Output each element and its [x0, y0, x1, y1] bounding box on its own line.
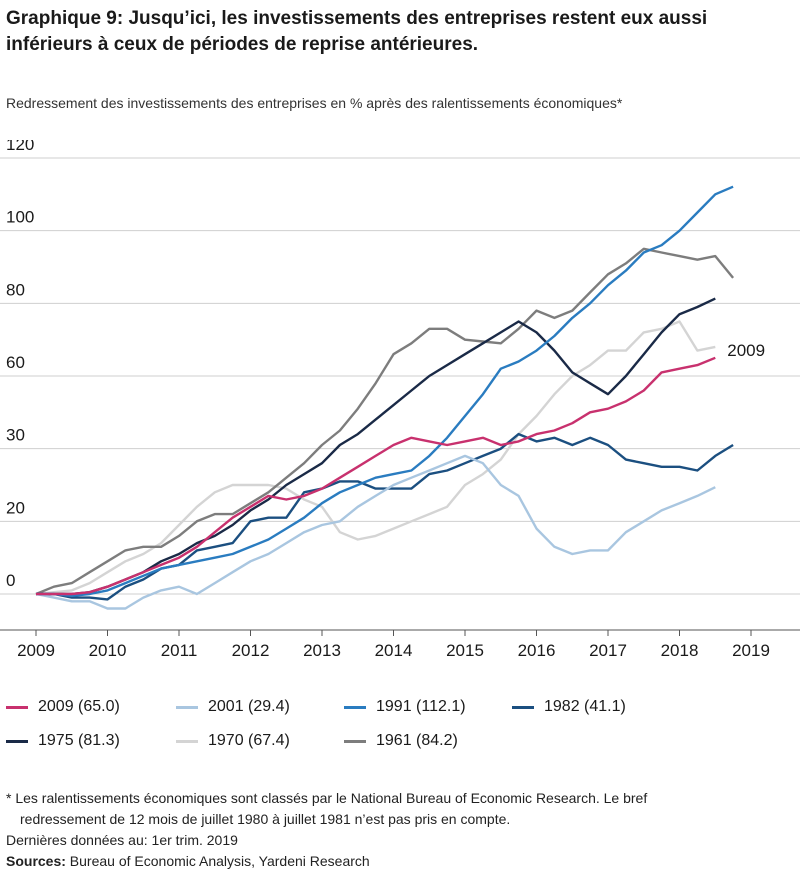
y-tick-label: 20 [6, 498, 25, 517]
legend-label: 2001 (29.4) [208, 698, 290, 715]
x-tick-label: 2017 [589, 641, 627, 660]
x-axis-ticks: 2009 2010 2011 2012 2013 2014 2015 2016 2017 2018… [0, 629, 800, 660]
series-lines [35, 185, 735, 610]
legend-item-1975: 1975 (81.3) [6, 732, 176, 750]
y-axis-ticks: 0 20 30 60 80 100 120 [6, 140, 34, 590]
x-tick-label: 2013 [303, 641, 341, 660]
legend-swatch [6, 705, 28, 709]
footnote-line-2: redressement de 12 mois de juillet 1980 … [20, 811, 511, 827]
y-tick-label: 30 [6, 426, 25, 445]
series-line-1970 [35, 320, 716, 596]
legend-item-1991: 1991 (112.1) [344, 698, 512, 716]
legend-item-1961: 1961 (84.2) [344, 732, 512, 750]
legend-label: 1961 (84.2) [376, 732, 458, 749]
legend-row: 2009 (65.0) 2001 (29.4) 1991 (112.1) 198… [6, 690, 796, 724]
y-tick-label: 0 [6, 571, 15, 590]
y-tick-label: 60 [6, 353, 25, 372]
legend-swatch [344, 705, 366, 709]
series-annotation-2009: 2009 [727, 341, 765, 360]
legend-item-1982: 1982 (41.1) [512, 698, 680, 716]
x-tick-label: 2016 [518, 641, 556, 660]
chart-title: Graphique 9: Jusqu’ici, les investisseme… [6, 8, 708, 55]
series-line-2009 [36, 356, 716, 596]
legend-swatch [6, 739, 28, 743]
sources-text: Bureau of Economic Analysis, Yardeni Res… [65, 853, 370, 869]
chart-subtitle: Redressement des investissements des ent… [6, 95, 623, 111]
legend-swatch [176, 739, 198, 743]
last-data-note: Dernières données au: 1er trim. 2019 [6, 832, 238, 848]
legend-swatch [344, 739, 366, 743]
x-tick-label: 2009 [17, 641, 55, 660]
legend-label: 1970 (67.4) [208, 732, 290, 749]
series-line-1991 [36, 185, 734, 597]
x-tick-label: 2015 [446, 641, 484, 660]
footnote: * Les ralentissements économiques sont c… [6, 788, 796, 872]
series-line-1961 [35, 247, 735, 596]
x-tick-label: 2018 [661, 641, 699, 660]
x-tick-label: 2012 [232, 641, 270, 660]
legend-row: 1975 (81.3) 1970 (67.4) 1961 (84.2) [6, 724, 796, 758]
legend-item-1970: 1970 (67.4) [176, 732, 344, 750]
series-line-1975 [36, 297, 716, 596]
sources-label: Sources: [6, 853, 66, 869]
series-line-1982 [36, 432, 734, 601]
legend-label: 2009 (65.0) [38, 698, 120, 715]
gridlines [0, 157, 800, 595]
legend-item-2009: 2009 (65.0) [6, 698, 176, 716]
y-tick-label: 80 [6, 280, 25, 299]
legend-label: 1975 (81.3) [38, 732, 120, 749]
x-tick-label: 2010 [89, 641, 127, 660]
x-tick-label: 2011 [161, 641, 198, 660]
y-tick-label: 120 [6, 140, 34, 154]
legend-label: 1982 (41.1) [544, 698, 626, 715]
y-tick-label: 100 [6, 208, 34, 227]
legend-item-2001: 2001 (29.4) [176, 698, 344, 716]
legend: 2009 (65.0) 2001 (29.4) 1991 (112.1) 198… [6, 690, 796, 758]
line-chart: 0 20 30 60 80 100 120 2009 2010 2011 2012 2013 2014… [0, 140, 800, 660]
legend-swatch [176, 705, 198, 709]
series-line-2001 [35, 454, 716, 610]
x-tick-label: 2014 [375, 641, 413, 660]
legend-swatch [512, 705, 534, 709]
x-tick-label: 2019 [732, 641, 770, 660]
footnote-line-1: * Les ralentissements économiques sont c… [6, 790, 648, 806]
legend-label: 1991 (112.1) [376, 698, 466, 715]
